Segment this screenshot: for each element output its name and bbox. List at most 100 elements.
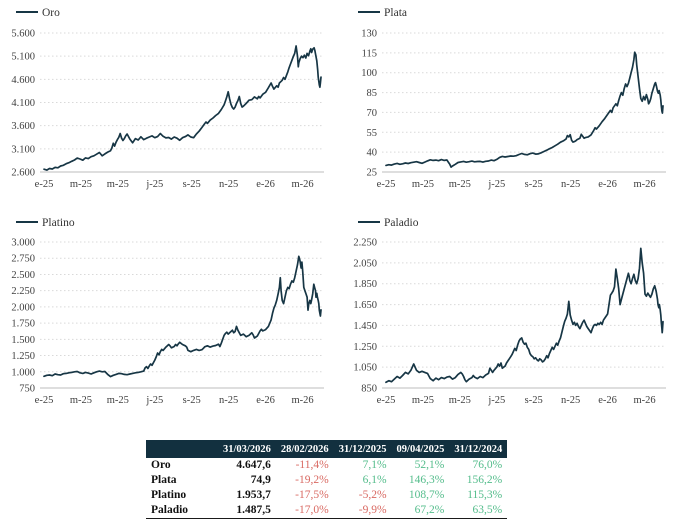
x-tick-label: m-26: [291, 179, 313, 190]
summary-table-header: 31/03/2026 28/02/2026 31/12/2025 09/04/2025…: [146, 440, 508, 458]
y-tick-label: 1.450: [353, 321, 377, 332]
metal-name: Oro: [151, 459, 171, 471]
legend-label: Plata: [384, 7, 407, 19]
chart-oro: Oro 5.600 5.100 4.600 4.100 3.600 3.100 2.600 e-…: [0, 0, 342, 202]
summary-table-date-header: 31/12/2025: [333, 440, 392, 458]
metal-return-pct: 63,5%: [449, 503, 508, 519]
chart-oro-svg: Oro 5.600 5.100 4.600 4.100 3.600 3.100 2.600e-…: [11, 7, 324, 190]
y-tick-label: 70: [367, 108, 378, 119]
x-tick-label: m-25: [107, 179, 129, 190]
price-line: [43, 255, 322, 378]
x-tick-label: s-25: [525, 179, 543, 190]
table-row: Platino 1.953,7 -17,5% -5,2% 108,7% 115,3%: [146, 488, 507, 503]
y-tick-label: 3.100: [11, 144, 35, 155]
y-tick-label: 2.000: [11, 302, 35, 313]
chart-paladio-svg: Paladio 2.250 2.050 1.850 1.650 1.450 1.250 1.0…: [353, 217, 666, 406]
price-line: [43, 45, 322, 171]
x-tick-label: s-25: [183, 179, 201, 190]
table-row: Plata 74,9 -19,2% 6,1% 146,3% 156,2%: [146, 473, 507, 488]
y-tick-label: 1.250: [353, 342, 377, 353]
y-tick-label: 5.100: [11, 52, 35, 63]
x-tick-label: e-26: [598, 179, 617, 190]
y-tick-label: 3.000: [11, 238, 35, 249]
chart-platino: Platino 3.000 2.750 2.500 2.250 2.000 1.750 1.5…: [0, 202, 342, 420]
metal-name: Platino: [151, 489, 187, 501]
metal-return-pct: 52,1%: [414, 459, 445, 471]
x-tick-label: j-25: [145, 179, 163, 190]
y-tick-label: 1.850: [353, 279, 377, 290]
x-tick-label: n-25: [561, 395, 580, 406]
x-tick-label: s-25: [183, 395, 201, 406]
y-tick-label: 750: [19, 384, 35, 395]
summary-table-date-header: 31/12/2024: [449, 440, 508, 458]
x-tick-label: e-25: [35, 179, 54, 190]
x-tick-label: m-26: [291, 395, 313, 406]
y-tick-label: 100: [361, 68, 377, 79]
y-tick-label: 55: [367, 128, 378, 139]
metal-return-pct: 156,2%: [466, 474, 503, 486]
metal-return-pct: 115,3%: [467, 489, 503, 501]
metal-return-pct: -11,4%: [295, 459, 329, 471]
y-tick-label: 115: [362, 48, 377, 59]
metal-price: 1.487,5: [218, 503, 276, 519]
x-tick-label: e-26: [256, 395, 275, 406]
y-tick-label: 2.500: [11, 270, 35, 281]
y-tick-label: 4.600: [11, 75, 35, 86]
table-row: Oro 4.647,6 -11,4% 7,1% 52,1% 76,0%: [146, 458, 507, 473]
y-tick-label: 2.750: [11, 254, 35, 265]
x-tick-label: m-26: [633, 179, 655, 190]
x-tick-label: m-25: [412, 395, 434, 406]
chart-plata: Plata 130 115 100 85 70 55 40 25 e-25 m-25 m-25 j-25…: [342, 0, 684, 202]
y-tick-label: 1.250: [11, 351, 35, 362]
x-tick-label: m-25: [449, 395, 471, 406]
x-tick-label: e-26: [598, 395, 617, 406]
summary-table-date-header: 31/03/2026: [218, 440, 276, 458]
y-tick-label: 2.600: [11, 168, 35, 179]
x-tick-label: e-25: [35, 395, 54, 406]
y-tick-label: 5.600: [11, 29, 35, 40]
x-tick-label: j-25: [145, 395, 163, 406]
metal-return-pct: 76,0%: [472, 459, 503, 471]
metal-price: 74,9: [250, 474, 271, 486]
metal-return-pct: 67,2%: [391, 503, 450, 519]
y-tick-label: 2.250: [11, 286, 35, 297]
x-tick-label: j-25: [487, 179, 505, 190]
charts-grid: Oro 5.600 5.100 4.600 4.100 3.600 3.100 2.600 e-…: [0, 0, 684, 420]
summary-table-date-header: 09/04/2025: [391, 440, 450, 458]
table-row: Paladio 1.487,5 -17,0% -9,9% 67,2% 63,5%: [146, 503, 508, 519]
y-tick-label: 25: [367, 168, 378, 179]
metal-return-pct: -19,2%: [295, 474, 329, 486]
metal-name: Plata: [151, 474, 177, 486]
x-tick-label: m-25: [70, 395, 92, 406]
metal-return-pct: -9,9%: [333, 503, 392, 519]
metal-return-pct: -5,2%: [358, 489, 387, 501]
chart-plata-svg: Plata 130 115 100 85 70 55 40 25e-25 m-25 m-25 j-25…: [358, 7, 666, 190]
x-tick-label: m-25: [449, 179, 471, 190]
metal-price: 4.647,6: [236, 459, 271, 471]
summary-table-header-row: 31/03/2026 28/02/2026 31/12/2025 09/04/2025…: [146, 440, 508, 458]
metal-return-pct: 6,1%: [362, 474, 387, 486]
y-tick-label: 1.050: [353, 363, 377, 374]
metal-return-pct: 7,1%: [362, 459, 387, 471]
y-tick-label: 2.050: [353, 258, 377, 269]
legend-label: Oro: [42, 7, 60, 19]
metal-return-pct: -17,0%: [275, 503, 334, 519]
y-tick-label: 850: [361, 384, 377, 395]
y-tick-label: 3.600: [11, 121, 35, 132]
x-tick-label: j-25: [487, 395, 505, 406]
price-line: [385, 51, 664, 168]
chart-platino-svg: Platino 3.000 2.750 2.500 2.250 2.000 1.750 1.5…: [11, 217, 324, 406]
x-tick-label: s-25: [525, 395, 543, 406]
y-tick-label: 4.100: [11, 98, 35, 109]
x-tick-label: m-26: [633, 395, 655, 406]
metal-return-pct: 146,3%: [408, 474, 445, 486]
summary-table: 31/03/2026 28/02/2026 31/12/2025 09/04/2025…: [146, 440, 508, 519]
metal-return-pct: -17,5%: [295, 489, 329, 501]
y-tick-label: 130: [361, 29, 377, 40]
summary-table-date-header: 28/02/2026: [275, 440, 334, 458]
metal-price: 1.953,7: [236, 489, 271, 501]
y-tick-label: 85: [367, 88, 378, 99]
x-tick-label: m-25: [412, 179, 434, 190]
x-tick-label: e-25: [377, 395, 396, 406]
y-tick-label: 1.000: [11, 367, 35, 378]
